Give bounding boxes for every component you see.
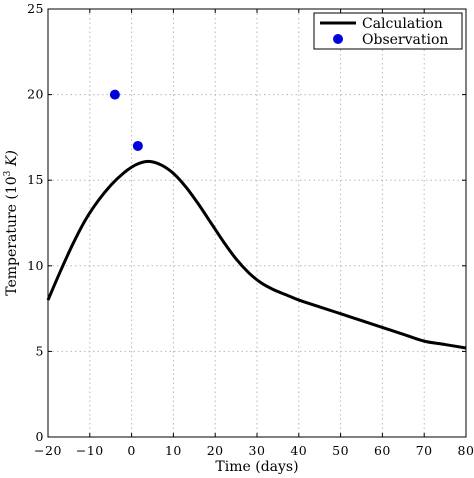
x-tick-labels: −20 −10 0 10 20 30 40 50 60 70 80 xyxy=(34,443,474,458)
grid-lines xyxy=(48,9,466,437)
observation-point xyxy=(132,140,143,151)
y-tick-label: 10 xyxy=(27,258,44,273)
legend-observation-label: Observation xyxy=(362,32,448,48)
y-axis-title-unit: K) xyxy=(4,150,20,170)
y-tick-label: 15 xyxy=(27,172,44,187)
x-tick-label: −10 xyxy=(76,443,104,458)
legend-observation-swatch xyxy=(333,34,343,44)
y-tick-label: 20 xyxy=(27,87,44,102)
y-axis-title: Temperature (103 K) xyxy=(3,150,20,296)
series-layer xyxy=(46,89,467,350)
x-axis-title: Time (days) xyxy=(215,459,298,475)
observation-point xyxy=(109,89,120,100)
x-tick-label: 50 xyxy=(332,443,349,458)
x-tick-label: 40 xyxy=(290,443,307,458)
series-calculation-line xyxy=(46,159,467,350)
x-tick-label: 10 xyxy=(165,443,182,458)
x-tick-label: 80 xyxy=(458,443,474,458)
x-tick-label: 70 xyxy=(416,443,433,458)
legend: Calculation Observation xyxy=(313,12,463,50)
x-tick-label: 0 xyxy=(127,443,135,458)
y-tick-label: 5 xyxy=(36,343,44,358)
y-tick-labels: 0 5 10 15 20 25 xyxy=(27,1,44,444)
x-tick-label: 20 xyxy=(207,443,224,458)
x-tick-label: 60 xyxy=(374,443,391,458)
axis-ticks xyxy=(47,8,467,438)
legend-calculation-label: Calculation xyxy=(362,16,443,32)
y-tick-label: 25 xyxy=(27,1,44,16)
x-tick-label: 30 xyxy=(249,443,266,458)
y-axis-title-exponent: 3 xyxy=(3,170,13,176)
y-axis-title-main: Temperature (10 xyxy=(4,176,20,295)
x-tick-label: −20 xyxy=(34,443,62,458)
y-tick-label: 0 xyxy=(36,429,44,444)
